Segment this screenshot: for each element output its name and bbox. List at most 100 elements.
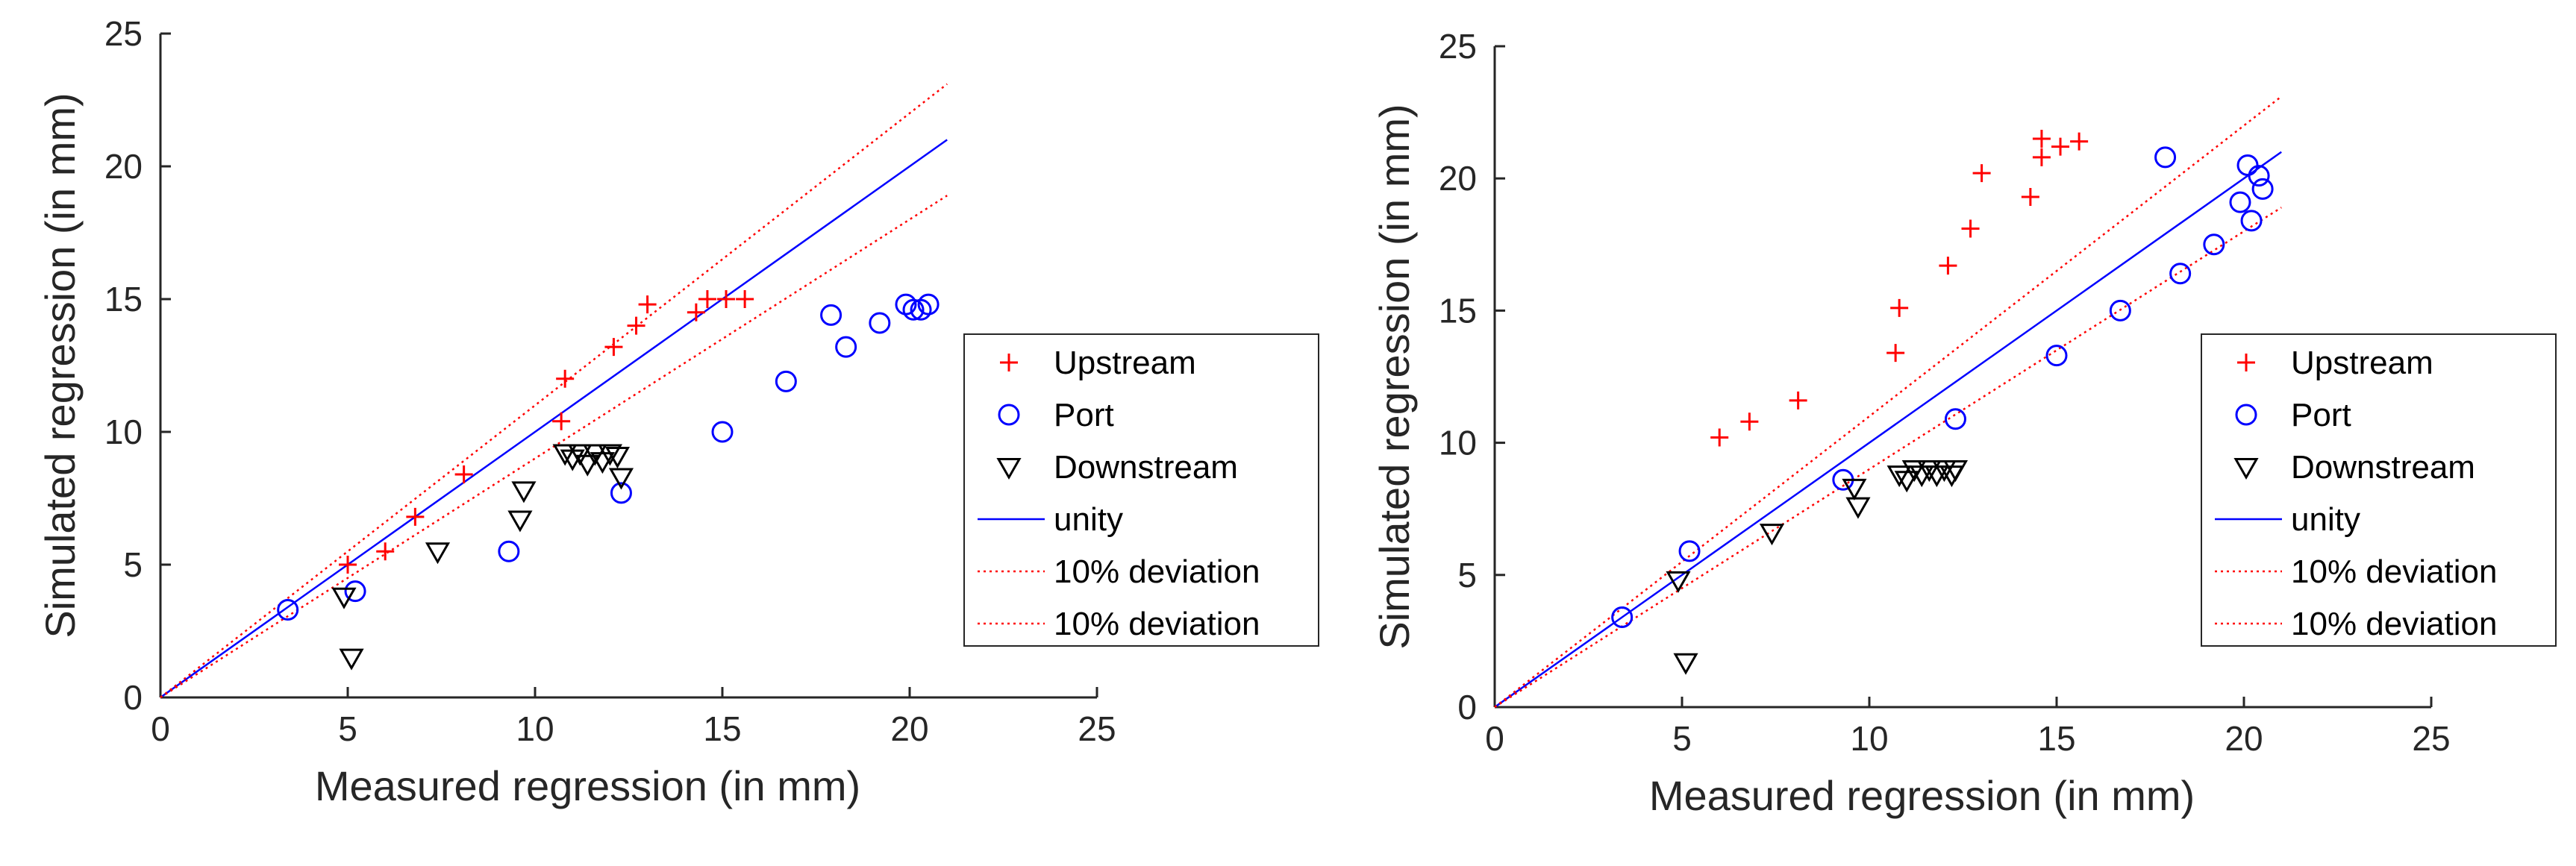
downstream-point xyxy=(575,454,600,477)
port-point xyxy=(2248,165,2270,187)
y-tick-label: 5 xyxy=(1457,556,1477,594)
upstream-point xyxy=(2051,137,2070,156)
x-tick-label: 20 xyxy=(2225,719,2263,758)
x-tick-label: 25 xyxy=(2412,719,2450,758)
upstream-point xyxy=(604,338,623,357)
port-point xyxy=(917,293,940,316)
downstream-point xyxy=(1759,524,1785,546)
legend-label: 10% deviation xyxy=(1054,606,1260,642)
port-point xyxy=(2251,178,2274,200)
downstream-point xyxy=(339,648,364,671)
x-tick-label: 0 xyxy=(1485,719,1504,758)
downstream-point xyxy=(511,481,537,503)
port-point xyxy=(775,370,797,392)
x-tick-label: 20 xyxy=(890,709,928,748)
legend-label: Downstream xyxy=(2291,449,2475,486)
x-tick-label: 0 xyxy=(151,709,170,748)
y-tick-label: 10 xyxy=(104,412,143,451)
port-point xyxy=(869,312,891,334)
port-point xyxy=(835,336,857,358)
upstream-point xyxy=(2032,130,2051,148)
y-tick-label: 10 xyxy=(1439,424,1477,462)
downstream-point xyxy=(1666,571,1691,593)
x-tick-label: 15 xyxy=(703,709,741,748)
downstream-point xyxy=(1673,653,1698,675)
port-point xyxy=(902,298,925,321)
deviation-line xyxy=(1494,95,2282,708)
port-point xyxy=(344,580,366,603)
legend-label: 10% deviation xyxy=(2291,553,2497,590)
port-point xyxy=(2229,191,2251,213)
upstream-point xyxy=(1710,428,1729,447)
x-tick-label: 10 xyxy=(1850,719,1888,758)
legend-label: unity xyxy=(1054,501,1123,538)
upstream-point xyxy=(1740,412,1759,431)
downstream-point xyxy=(604,447,631,469)
legend-upstream-point-marker xyxy=(1000,354,1018,371)
downstream-point xyxy=(1901,460,1927,483)
deviation-line xyxy=(160,195,948,699)
downstream-point xyxy=(590,452,615,474)
y-tick-label: 0 xyxy=(123,678,143,717)
downstream-point xyxy=(425,542,451,565)
x-tick-label: 10 xyxy=(516,709,554,748)
upstream-point xyxy=(1890,298,1909,317)
legend-port-point-marker xyxy=(2235,404,2257,426)
upstream-point xyxy=(2032,148,2051,166)
y-axis-label: Simulated regression (in mm) xyxy=(1371,104,1418,649)
downstream-point xyxy=(1842,478,1867,501)
downstream-point xyxy=(1942,460,1969,483)
legend-downstream-point-marker xyxy=(996,458,1022,480)
deviation-line xyxy=(160,83,948,698)
chart-1: 0 5 10 15 20 25 0 5 10 15 20 25 Measured regression … xyxy=(37,14,1319,809)
legend-label: 10% deviation xyxy=(1054,553,1260,590)
downstream-point xyxy=(567,444,593,466)
upstream-point xyxy=(552,412,571,430)
port-point xyxy=(610,482,632,504)
upstream-point xyxy=(1789,391,1807,410)
downstream-point xyxy=(1916,460,1942,483)
deviation-line xyxy=(1494,207,2282,709)
port-point xyxy=(1611,606,1634,629)
port-point xyxy=(2109,299,2131,321)
y-tick-label: 25 xyxy=(104,14,143,53)
upstream-point xyxy=(638,295,657,314)
legend: Upstream Port Downstream unity 10% deviation… xyxy=(963,333,1319,647)
x-tick-label: 5 xyxy=(1672,719,1692,758)
upstream-point xyxy=(717,290,736,308)
downstream-point xyxy=(507,510,533,533)
port-point xyxy=(1944,408,1966,430)
upstream-point xyxy=(687,303,705,321)
upstream-point xyxy=(406,507,425,526)
y-tick-label: 15 xyxy=(1439,291,1477,330)
y-tick-label: 20 xyxy=(104,147,143,186)
chart-2: 0 5 10 15 20 25 0 5 10 15 20 25 Measured regression … xyxy=(1371,27,2557,819)
upstream-point xyxy=(1939,257,1957,275)
y-tick-label: 20 xyxy=(1439,159,1477,198)
legend-label: unity xyxy=(2291,501,2360,538)
upstream-point xyxy=(698,290,716,308)
upstream-point xyxy=(2070,132,2089,151)
port-point xyxy=(2045,345,2068,367)
upstream-point xyxy=(1961,219,1980,238)
legend-label: Upstream xyxy=(2291,345,2433,381)
unity-line xyxy=(160,139,948,699)
upstream-point xyxy=(376,542,395,561)
legend-label: Port xyxy=(2291,397,2351,433)
legend-label: Port xyxy=(1054,397,1114,433)
downstream-point xyxy=(1894,471,1919,493)
y-tick-label: 0 xyxy=(1457,688,1477,727)
x-tick-label: 25 xyxy=(1078,709,1116,748)
port-point xyxy=(1678,540,1701,562)
port-point xyxy=(820,304,842,326)
y-tick-label: 15 xyxy=(104,280,143,319)
port-point xyxy=(711,421,734,443)
y-tick-label: 5 xyxy=(123,545,143,584)
legend-label: Downstream xyxy=(1054,449,1238,486)
legend-label: 10% deviation xyxy=(2291,606,2497,642)
legend-downstream-point-marker xyxy=(2233,458,2259,480)
downstream-point xyxy=(608,468,634,490)
x-axis-label: Measured regression (in mm) xyxy=(1649,772,2195,819)
legend-box xyxy=(2201,333,2557,647)
